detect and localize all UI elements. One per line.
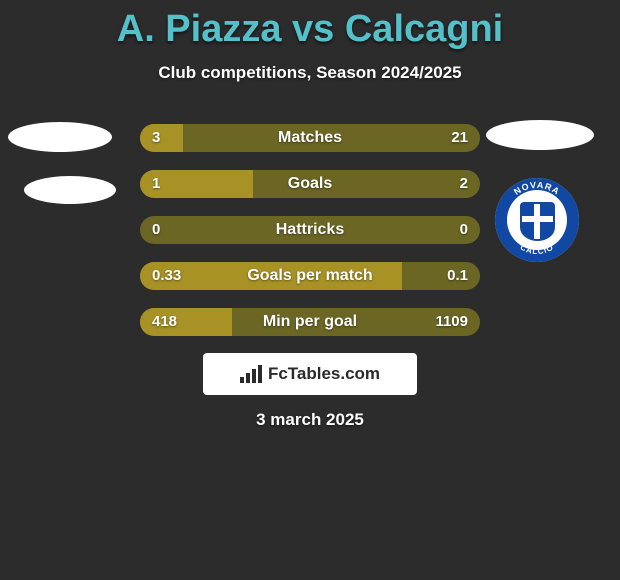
bar-chart-icon (240, 365, 262, 383)
fctables-logo: FcTables.com (203, 353, 417, 395)
page-title: A. Piazza vs Calcagni (0, 0, 620, 51)
stat-bar-label: Goals (140, 170, 480, 198)
comparison-infographic: A. Piazza vs Calcagni Club competitions,… (0, 0, 620, 580)
stat-bar-label: Goals per match (140, 262, 480, 290)
svg-text:NOVARA: NOVARA (512, 180, 562, 197)
stat-bar-right-value: 0.1 (447, 262, 468, 290)
stat-bar-label: Min per goal (140, 308, 480, 336)
player-left-badge-2 (24, 176, 116, 204)
subtitle: Club competitions, Season 2024/2025 (0, 63, 620, 83)
player-left-badge-1 (8, 122, 112, 152)
stat-bar-right-value: 2 (460, 170, 468, 198)
fctables-logo-text: FcTables.com (268, 364, 380, 384)
stat-bar-left-value: 418 (152, 308, 177, 336)
stat-bar-left-value: 0.33 (152, 262, 181, 290)
stat-bar-left-value: 0 (152, 216, 160, 244)
stat-bar-right-value: 0 (460, 216, 468, 244)
stat-bar: Goals1 2 (140, 170, 480, 198)
stat-bar-left-value: 3 (152, 124, 160, 152)
stat-bar: Hattricks0 0 (140, 216, 480, 244)
comparison-bars: Matches3 21 Goals1 2 Hattricks0 0 Goals per ma… (140, 124, 480, 354)
crest-shield (520, 202, 555, 241)
stat-bar-right-value: 21 (451, 124, 468, 152)
stat-bar-label: Matches (140, 124, 480, 152)
stat-bar: Matches3 21 (140, 124, 480, 152)
stat-bar-right-value: 1109 (435, 308, 468, 336)
stat-bar: Goals per match0.33 0.1 (140, 262, 480, 290)
stat-bar-label: Hattricks (140, 216, 480, 244)
player-right-badge-blank (486, 120, 594, 150)
stat-bar-left-value: 1 (152, 170, 160, 198)
club-crest-novara: NOVARA CALCIO (495, 178, 579, 262)
crest-cross-h (522, 216, 553, 222)
date-label: 3 march 2025 (0, 410, 620, 430)
svg-text:CALCIO: CALCIO (519, 243, 556, 257)
stat-bar: Min per goal418 1109 (140, 308, 480, 336)
